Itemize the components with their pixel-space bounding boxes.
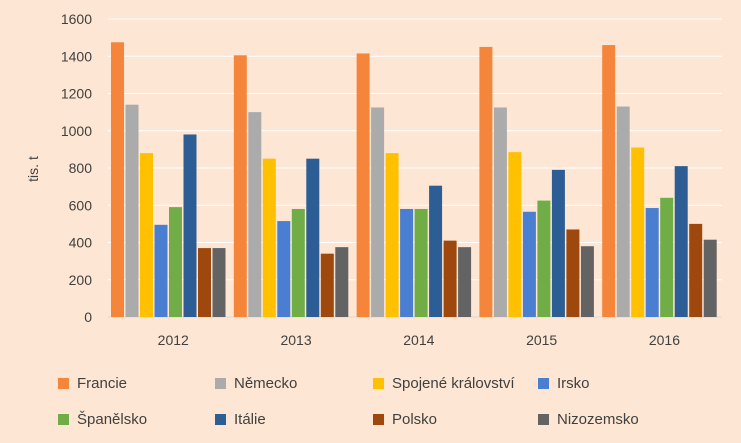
bar (660, 197, 674, 317)
legend-label: Spojené království (392, 374, 515, 392)
x-tick-label: 2016 (649, 332, 680, 348)
legend-item: Spojené království (373, 372, 538, 394)
bar (306, 158, 320, 317)
bar (262, 158, 276, 317)
legend-item: Francie (58, 372, 215, 394)
legend-label: Irsko (557, 374, 590, 392)
bar (458, 247, 472, 317)
legend-item: Německo (215, 372, 373, 394)
legend-item: Španělsko (58, 408, 215, 430)
bar (125, 104, 139, 317)
legend-swatch (538, 413, 549, 425)
legend-label: Francie (77, 374, 128, 392)
legend-item: Nizozemsko (538, 408, 698, 430)
legend-swatch (538, 377, 549, 389)
bar (522, 211, 536, 317)
y-tick-label: 0 (84, 309, 92, 325)
legend-swatch (58, 377, 69, 389)
legend-item: Polsko (373, 408, 538, 430)
bar (508, 152, 522, 317)
x-tick-label: 2012 (158, 332, 189, 348)
y-tick-label: 400 (69, 235, 93, 251)
legend-label: Španělsko (77, 410, 148, 428)
legend-label: Německo (234, 374, 298, 392)
bar (335, 247, 349, 317)
bar (291, 208, 305, 317)
bar (580, 246, 594, 317)
bar (645, 208, 659, 317)
legend-swatch (373, 377, 384, 389)
bar (140, 153, 153, 317)
bar (551, 169, 565, 317)
x-tick-label: 2013 (280, 332, 311, 348)
legend-label: Itálie (234, 410, 266, 428)
bar (616, 106, 630, 317)
y-axis-title: tis. t (25, 156, 41, 182)
bar (429, 185, 443, 317)
legend-swatch (58, 413, 69, 425)
bar (537, 200, 551, 317)
legend-swatch (215, 377, 226, 389)
bar (385, 153, 399, 317)
legend-swatch (373, 413, 384, 425)
bar (631, 147, 645, 317)
bar (566, 229, 580, 317)
bar (154, 224, 168, 317)
bar (198, 248, 211, 317)
y-tick-label: 600 (69, 197, 93, 213)
x-tick-label: 2014 (403, 332, 434, 348)
legend: Francie Německo Spojené království Irsko Špa… (58, 372, 738, 430)
x-tick-label: 2015 (526, 332, 557, 348)
y-tick-label: 200 (69, 272, 93, 288)
y-tick-label: 1600 (61, 11, 92, 27)
bar (371, 107, 385, 317)
bar (320, 253, 334, 317)
bar (233, 55, 247, 317)
bar (111, 42, 124, 317)
bar (479, 46, 493, 317)
bar (212, 248, 226, 317)
y-tick-label: 1000 (61, 123, 92, 139)
bar (703, 239, 717, 317)
bar (493, 107, 507, 317)
bar (443, 240, 457, 317)
legend-label: Polsko (392, 410, 438, 428)
y-tick-label: 800 (69, 160, 93, 176)
bar (674, 166, 688, 317)
bar (400, 208, 414, 317)
y-tick-label: 1400 (61, 48, 92, 64)
legend-item: Irsko (538, 372, 698, 394)
legend-swatch (215, 413, 226, 425)
bar (277, 221, 291, 317)
bar (248, 112, 262, 317)
bar (414, 208, 428, 317)
bar (356, 53, 370, 318)
bar (183, 134, 197, 317)
bar (169, 207, 182, 317)
bar (689, 223, 703, 317)
bar (602, 45, 616, 317)
legend-item: Itálie (215, 408, 373, 430)
legend-label: Nizozemsko (557, 410, 639, 428)
y-tick-label: 1200 (61, 86, 92, 102)
